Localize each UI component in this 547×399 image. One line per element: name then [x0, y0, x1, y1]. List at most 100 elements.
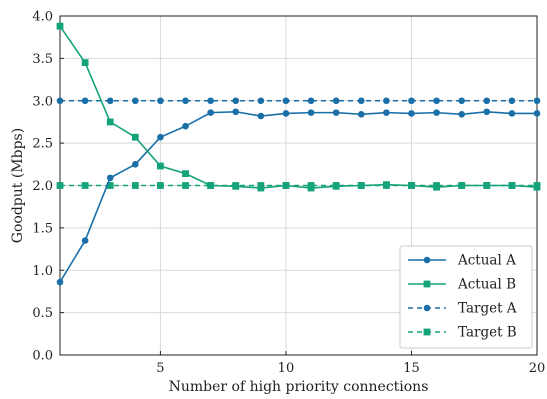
data-point-target-b: [131, 182, 139, 189]
series-layer: [56, 22, 541, 286]
data-point-target-b: [106, 182, 114, 189]
data-point-target-a: [207, 97, 214, 105]
legend-marker-actual-b: [423, 280, 431, 288]
legend-box: [399, 245, 533, 349]
data-point-actual-a: [282, 110, 290, 117]
series-line-actual-a: [59, 110, 537, 283]
x-axis-ticks: 5 10 15 20: [156, 351, 545, 376]
data-point-actual-a: [157, 133, 164, 141]
y-tick-label: 2.0: [32, 179, 53, 194]
data-point-target-b: [157, 182, 164, 189]
data-point-actual-b: [483, 182, 491, 189]
legend-marker-target-b: [423, 328, 431, 336]
data-point-actual-b: [232, 182, 240, 190]
data-point-target-a: [282, 97, 290, 105]
y-tick-label: 0.0: [32, 349, 53, 364]
series-line-actual-b: [59, 25, 538, 189]
data-point-target-a: [307, 97, 315, 105]
data-point-target-a: [81, 97, 89, 105]
data-point-target-b: [182, 182, 189, 189]
data-point-actual-a: [533, 110, 541, 117]
data-point-actual-a: [232, 108, 240, 116]
data-point-actual-b: [508, 182, 516, 189]
data-point-actual-b: [433, 183, 440, 191]
legend-item-target-b: Target B: [408, 325, 517, 341]
data-point-target-a: [357, 97, 365, 105]
y-tick-label: 3.0: [32, 94, 53, 109]
legend-label-actual-a: Actual A: [457, 253, 516, 269]
data-point-target-a: [332, 97, 340, 105]
x-tick-label: 10: [278, 361, 295, 376]
data-point-target-b: [81, 182, 89, 189]
data-point-target-a: [157, 97, 164, 105]
data-point-target-a: [383, 97, 390, 105]
data-point-actual-b: [332, 182, 340, 190]
data-point-actual-b: [81, 59, 89, 67]
data-point-actual-a: [433, 109, 440, 116]
data-point-actual-b: [207, 182, 215, 189]
y-tick-label: 0.5: [32, 306, 53, 321]
x-tick-label: 20: [529, 361, 546, 376]
data-point-actual-b: [56, 22, 64, 30]
data-point-actual-b: [382, 181, 390, 189]
data-point-actual-a: [508, 110, 516, 117]
y-tick-label: 4.0: [32, 10, 53, 25]
data-point-target-a: [408, 97, 415, 105]
y-axis-label: Goodput (Mbps): [10, 128, 26, 243]
x-tick-label: 5: [156, 361, 164, 376]
series-target-a: [56, 97, 541, 105]
data-point-actual-a: [182, 122, 189, 130]
data-point-target-a: [106, 97, 114, 105]
data-point-actual-b: [357, 182, 365, 189]
x-tick-label: 15: [403, 361, 420, 376]
data-point-target-a: [56, 97, 64, 105]
legend-item-target-a: Target A: [408, 301, 517, 317]
data-point-actual-b: [182, 170, 189, 178]
y-tick-label: 2.5: [32, 137, 53, 152]
data-point-target-a: [508, 97, 516, 105]
data-point-actual-b: [282, 182, 290, 189]
data-point-actual-a: [408, 110, 415, 117]
data-point-actual-b: [257, 184, 265, 192]
data-point-actual-a: [307, 109, 315, 116]
data-point-actual-a: [132, 161, 139, 168]
legend-marker-target-a: [423, 304, 431, 312]
legend-item-actual-b: Actual B: [408, 277, 516, 293]
data-point-actual-b: [157, 162, 164, 170]
data-point-target-a: [533, 97, 541, 105]
data-point-target-a: [232, 97, 240, 105]
data-point-actual-a: [257, 112, 265, 120]
data-point-actual-b: [408, 182, 415, 189]
data-point-actual-a: [332, 109, 340, 116]
data-point-target-a: [458, 97, 465, 105]
data-point-actual-b: [458, 182, 466, 189]
data-point-actual-a: [483, 108, 491, 116]
legend-label-target-a: Target A: [458, 301, 517, 317]
data-point-actual-a: [357, 111, 365, 118]
data-point-actual-b: [307, 184, 315, 192]
data-point-actual-a: [458, 111, 465, 118]
data-point-target-a: [433, 97, 440, 105]
x-axis-label: Number of high priority connections: [169, 379, 429, 395]
data-point-target-a: [132, 97, 139, 105]
y-tick-label: 1.5: [32, 221, 53, 236]
data-point-actual-b: [131, 133, 139, 141]
data-point-target-a: [182, 97, 189, 105]
legend-label-actual-b: Actual B: [457, 277, 516, 293]
legend-marker-actual-a: [423, 256, 431, 264]
y-tick-label: 1.0: [32, 264, 53, 279]
data-point-actual-a: [81, 237, 89, 244]
data-point-actual-a: [383, 109, 390, 116]
legend-label-target-b: Target B: [458, 325, 517, 341]
data-point-actual-a: [106, 174, 114, 182]
series-actual-b: [56, 22, 541, 192]
y-tick-label: 3.5: [32, 52, 53, 67]
y-axis-ticks: 0.0 0.5 1.0 1.5 2.0 2.5 3.0 3.5 4.0: [32, 10, 64, 364]
data-point-actual-a: [56, 278, 64, 286]
data-point-actual-b: [533, 183, 541, 191]
data-point-actual-a: [207, 109, 214, 116]
data-point-target-b: [56, 182, 64, 189]
data-point-actual-b: [106, 118, 114, 126]
data-point-target-a: [483, 97, 491, 105]
